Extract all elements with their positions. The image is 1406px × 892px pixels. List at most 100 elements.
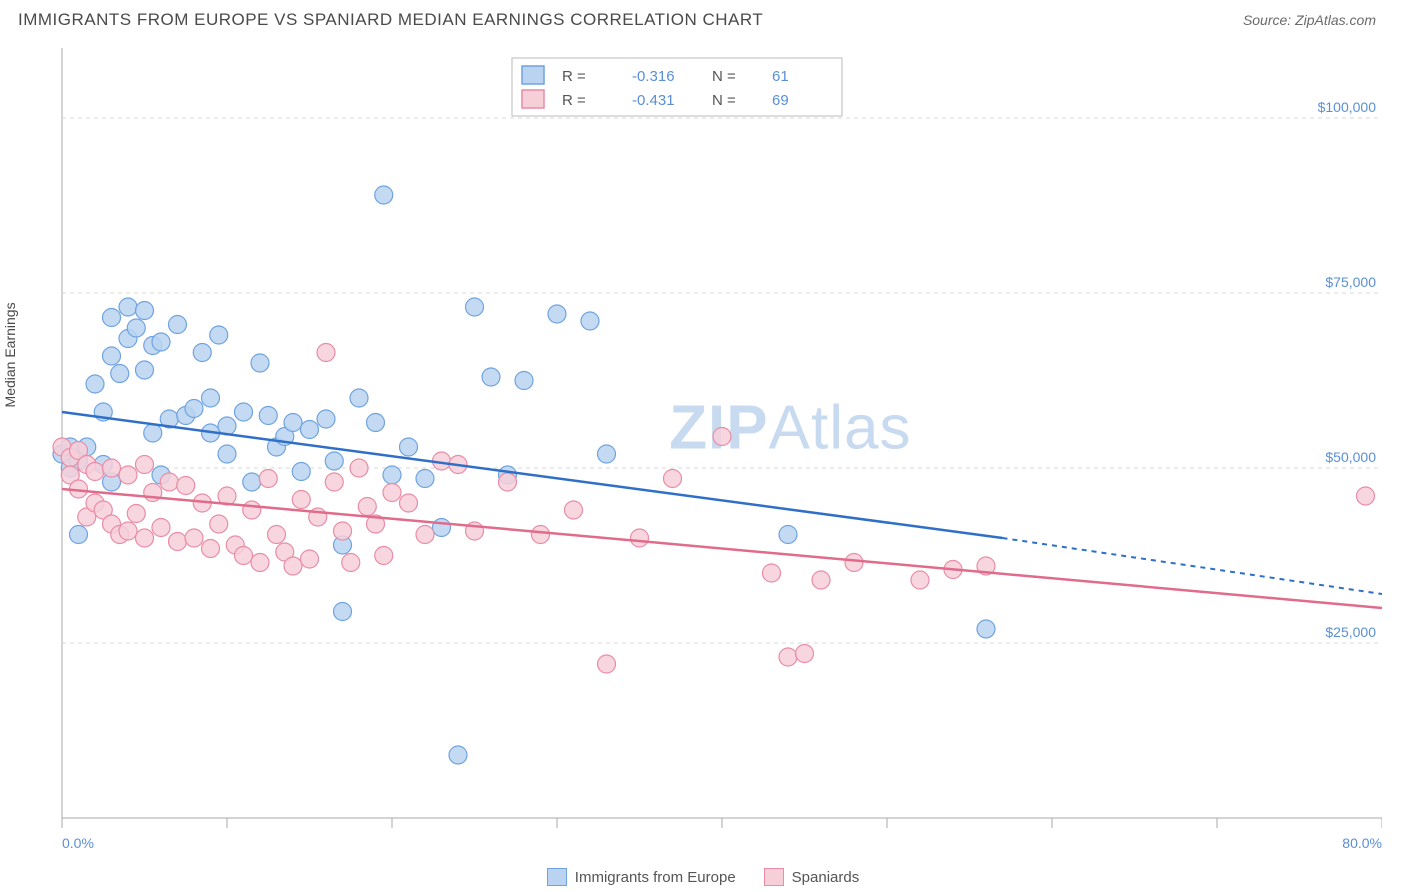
data-point [86, 375, 104, 393]
data-point [334, 603, 352, 621]
data-point [845, 554, 863, 572]
legend-swatch [522, 90, 544, 108]
data-point [317, 344, 335, 362]
data-point [160, 473, 178, 491]
data-point [301, 421, 319, 439]
data-point [350, 459, 368, 477]
data-point [136, 302, 154, 320]
legend-n-value: 61 [772, 68, 789, 85]
bottom-legend: Immigrants from Europe Spaniards [0, 868, 1406, 886]
y-axis-label: Median Earnings [2, 302, 18, 407]
data-point [235, 547, 253, 565]
data-point [375, 547, 393, 565]
watermark: ZIPAtlas [669, 393, 911, 462]
data-point [119, 522, 137, 540]
data-point [342, 554, 360, 572]
data-point [243, 473, 261, 491]
data-point [433, 519, 451, 537]
data-point [416, 526, 434, 544]
data-point [185, 529, 203, 547]
legend-item: Immigrants from Europe [547, 868, 736, 886]
data-point [177, 477, 195, 495]
legend-label: Immigrants from Europe [575, 869, 736, 886]
data-point [103, 309, 121, 327]
data-point [152, 333, 170, 351]
scatter-chart: $25,000$50,000$75,000$100,0000.0%80.0%ZI… [18, 42, 1382, 862]
data-point [367, 414, 385, 432]
legend-r-label: R = [562, 68, 586, 85]
legend-n-label: N = [712, 92, 736, 109]
data-point [284, 557, 302, 575]
data-point [86, 463, 104, 481]
source-attribution: Source: ZipAtlas.com [1243, 12, 1376, 28]
data-point [144, 424, 162, 442]
data-point [581, 312, 599, 330]
data-point [185, 400, 203, 418]
y-tick-label: $100,000 [1318, 99, 1377, 115]
data-point [152, 519, 170, 537]
data-point [763, 564, 781, 582]
data-point [268, 526, 286, 544]
data-point [119, 298, 137, 316]
data-point [358, 498, 376, 516]
data-point [251, 354, 269, 372]
trend-line [62, 489, 1382, 608]
data-point [598, 445, 616, 463]
data-point [169, 316, 187, 334]
data-point [251, 554, 269, 572]
data-point [334, 522, 352, 540]
data-point [70, 526, 88, 544]
data-point [325, 473, 343, 491]
trend-line-extrapolated [1003, 538, 1383, 594]
data-point [292, 463, 310, 481]
data-point [977, 620, 995, 638]
data-point [532, 526, 550, 544]
y-tick-label: $25,000 [1325, 624, 1376, 640]
legend-n-value: 69 [772, 92, 789, 109]
legend-swatch [522, 66, 544, 84]
data-point [1357, 487, 1375, 505]
legend-r-value: -0.316 [632, 68, 675, 85]
data-point [713, 428, 731, 446]
data-point [400, 438, 418, 456]
data-point [301, 550, 319, 568]
data-point [499, 473, 517, 491]
legend-r-label: R = [562, 92, 586, 109]
data-point [664, 470, 682, 488]
data-point [210, 326, 228, 344]
data-point [482, 368, 500, 386]
data-point [325, 452, 343, 470]
data-point [350, 389, 368, 407]
data-point [136, 361, 154, 379]
data-point [400, 494, 418, 512]
data-point [911, 571, 929, 589]
data-point [243, 501, 261, 519]
data-point [449, 746, 467, 764]
data-point [202, 389, 220, 407]
data-point [548, 305, 566, 323]
data-point [111, 365, 129, 383]
data-point [796, 645, 814, 663]
legend-swatch [764, 868, 784, 886]
chart-container: Median Earnings $25,000$50,000$75,000$10… [18, 42, 1388, 862]
data-point [193, 344, 211, 362]
data-point [779, 648, 797, 666]
data-point [136, 456, 154, 474]
x-tick-label-left: 0.0% [62, 835, 94, 851]
legend-item: Spaniards [764, 868, 860, 886]
data-point [259, 470, 277, 488]
data-point [119, 466, 137, 484]
legend-r-value: -0.431 [632, 92, 675, 109]
data-point [127, 319, 145, 337]
x-tick-label-right: 80.0% [1342, 835, 1382, 851]
y-tick-label: $75,000 [1325, 274, 1376, 290]
data-point [127, 505, 145, 523]
data-point [218, 445, 236, 463]
data-point [515, 372, 533, 390]
data-point [317, 410, 335, 428]
chart-title: IMMIGRANTS FROM EUROPE VS SPANIARD MEDIA… [18, 10, 763, 30]
data-point [466, 298, 484, 316]
data-point [779, 526, 797, 544]
data-point [103, 459, 121, 477]
legend-swatch [547, 868, 567, 886]
